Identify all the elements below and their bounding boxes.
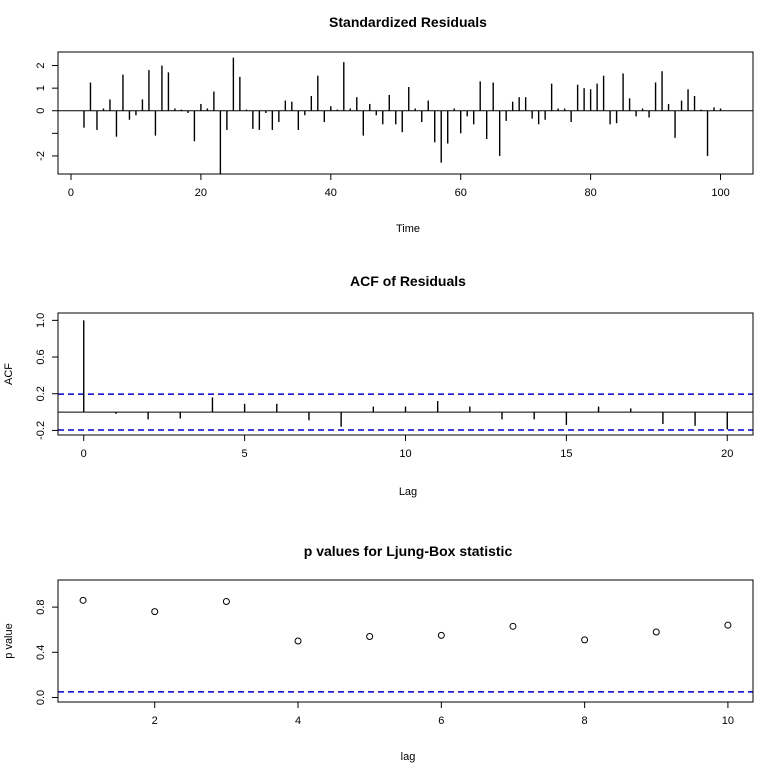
pvalue-points	[58, 596, 753, 693]
pvalue-point	[652, 628, 660, 636]
pvalue-point	[724, 621, 732, 629]
plot-frame-acf	[57, 312, 754, 436]
pvalue-point	[437, 631, 445, 639]
y-tick-label: 0.2	[35, 386, 47, 401]
acf-bars	[58, 320, 753, 431]
x-tick-label: 10	[399, 448, 411, 460]
x-tick-label: 2	[152, 715, 158, 727]
x-axis-acf: 0 5 10 15 20	[81, 435, 733, 460]
x-tick-label: 60	[455, 187, 467, 199]
pvalue-point	[581, 636, 589, 644]
x-tick-label: 100	[711, 187, 729, 199]
pvalue-point	[366, 632, 374, 640]
title-acf-residuals: ACF of Residuals	[350, 273, 466, 289]
title-ljung-box: p values for Ljung-Box statistic	[304, 543, 513, 559]
residual-bars	[58, 57, 753, 174]
pvalue-point	[509, 622, 517, 630]
title-standardized-residuals: Standardized Residuals	[329, 14, 487, 30]
x-tick-label: 4	[295, 715, 301, 727]
plot-frame-ljung-box	[57, 579, 754, 703]
x-tick-label: 15	[560, 448, 572, 460]
ylabel-p-value: p value	[3, 623, 15, 658]
pvalue-point	[222, 597, 230, 605]
y-axis-residuals: -2 0 1 2	[35, 62, 58, 161]
y-tick-label: 1.0	[35, 313, 47, 328]
x-tick-label: 10	[722, 715, 734, 727]
y-tick-label: 0.8	[35, 599, 47, 614]
x-tick-label: 80	[584, 187, 596, 199]
x-tick-label: 5	[242, 448, 248, 460]
y-axis-acf: -0.2 0.2 0.6 1.0	[35, 313, 58, 440]
y-tick-label: 0.0	[35, 690, 47, 705]
x-tick-label: 8	[582, 715, 588, 727]
pvalue-point	[294, 637, 302, 645]
plot-frame-residuals	[57, 51, 754, 175]
x-axis-residuals: 0 20 40 60 80 100	[68, 174, 730, 199]
pvalue-point	[79, 596, 87, 604]
y-tick-label: 1	[35, 85, 47, 91]
x-tick-label: 20	[195, 187, 207, 199]
y-tick-label: 0.4	[35, 645, 47, 660]
y-tick-label: 0	[35, 108, 47, 114]
x-tick-label: 0	[68, 187, 74, 199]
x-axis-ljung-box: 2 4 6 8 10	[152, 702, 734, 727]
y-tick-label: -2	[35, 151, 47, 161]
panel-standardized-residuals: Standardized Residuals 0 20 40 60 80 100 -2 0 1…	[35, 14, 754, 235]
xlabel-lag-lower: lag	[401, 751, 416, 763]
x-tick-label: 0	[81, 448, 87, 460]
panel-ljung-box: p values for Ljung-Box statistic 2 4 6 8 10 …	[3, 543, 754, 763]
ylabel-acf: ACF	[3, 363, 15, 385]
x-tick-label: 20	[721, 448, 733, 460]
y-tick-label: 0.6	[35, 349, 47, 364]
y-axis-ljung-box: 0.0 0.4 0.8	[35, 599, 58, 705]
x-tick-label: 6	[438, 715, 444, 727]
xlabel-time: Time	[396, 223, 420, 235]
y-tick-label: -0.2	[35, 421, 47, 440]
x-tick-label: 40	[325, 187, 337, 199]
pvalue-point	[151, 608, 159, 616]
panel-acf-residuals: ACF of Residuals 0 5 10 15 20 -0.20.20.61.0 …	[3, 273, 754, 498]
xlabel-lag: Lag	[399, 486, 417, 498]
y-tick-label: 2	[35, 62, 47, 68]
